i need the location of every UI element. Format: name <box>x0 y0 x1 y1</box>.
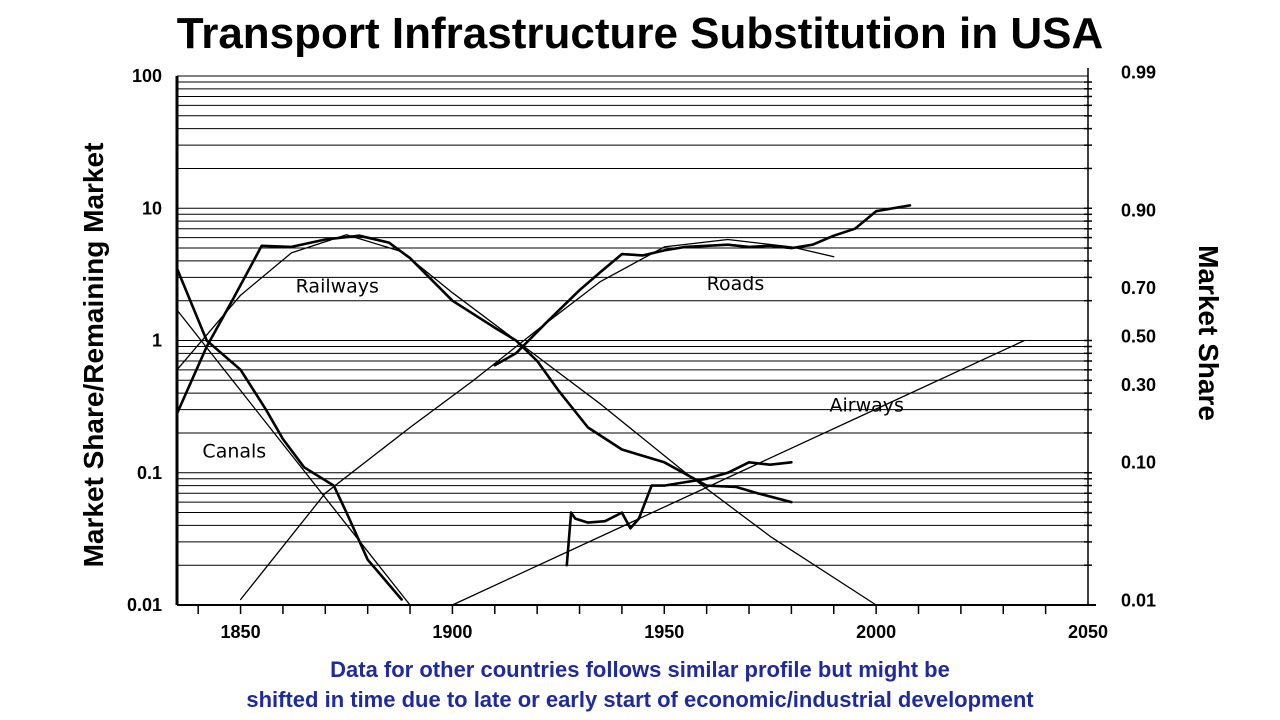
right-tick-label: 0.70 <box>1121 278 1156 298</box>
x-tick-label: 1950 <box>644 622 684 642</box>
roads-trend-line <box>239 238 835 601</box>
x-tick-label: 2000 <box>856 622 896 642</box>
curve-label-canals: Canals <box>202 441 266 463</box>
caption-line-2: shifted in time due to late or early sta… <box>246 687 1034 712</box>
railways-trend-line <box>176 234 877 606</box>
right-tick-label: 0.99 <box>1121 63 1156 83</box>
y-tick-label: 100 <box>132 66 162 86</box>
right-tick-label: 0.01 <box>1121 590 1156 610</box>
railways-data-line <box>175 234 793 504</box>
right-tick-label: 0.90 <box>1121 200 1156 220</box>
canals-data-line <box>175 267 403 601</box>
right-tick-label: 0.10 <box>1121 453 1156 473</box>
y-tick-label: 0.01 <box>127 595 162 615</box>
chart-title: Transport Infrastructure Substitution in… <box>176 9 1104 58</box>
series-lines <box>175 204 1026 606</box>
x-tick-label: 1900 <box>432 622 472 642</box>
curve-label-roads: Roads <box>707 273 765 295</box>
y-tick-label: 10 <box>142 198 162 218</box>
grid-lines <box>177 75 1088 566</box>
y-tick-label: 0.1 <box>137 463 162 483</box>
curve-label-railways: Railways <box>296 276 379 298</box>
y-tick-label: 1 <box>152 331 162 351</box>
curve-label-airways: Airways <box>830 395 904 417</box>
x-tick-label: 2050 <box>1068 622 1108 642</box>
caption: Data for other countries follows similar… <box>0 655 1280 715</box>
right-tick-label: 0.50 <box>1121 327 1156 347</box>
airways-trend-line <box>451 339 1026 606</box>
right-tick-label: 0.30 <box>1121 375 1156 395</box>
axes: 1850 1900 1950 2000 2050 0.01 0.1 1 10 100 0.99 0.9… <box>127 63 1156 642</box>
airways-data-line <box>565 461 793 567</box>
annotation-labels: Canals Railways Roads Airways <box>202 273 904 462</box>
roads-data-line <box>493 204 912 367</box>
canals-trend-line <box>176 309 411 606</box>
caption-line-1: Data for other countries follows similar… <box>330 657 950 682</box>
x-tick-label: 1850 <box>221 622 261 642</box>
